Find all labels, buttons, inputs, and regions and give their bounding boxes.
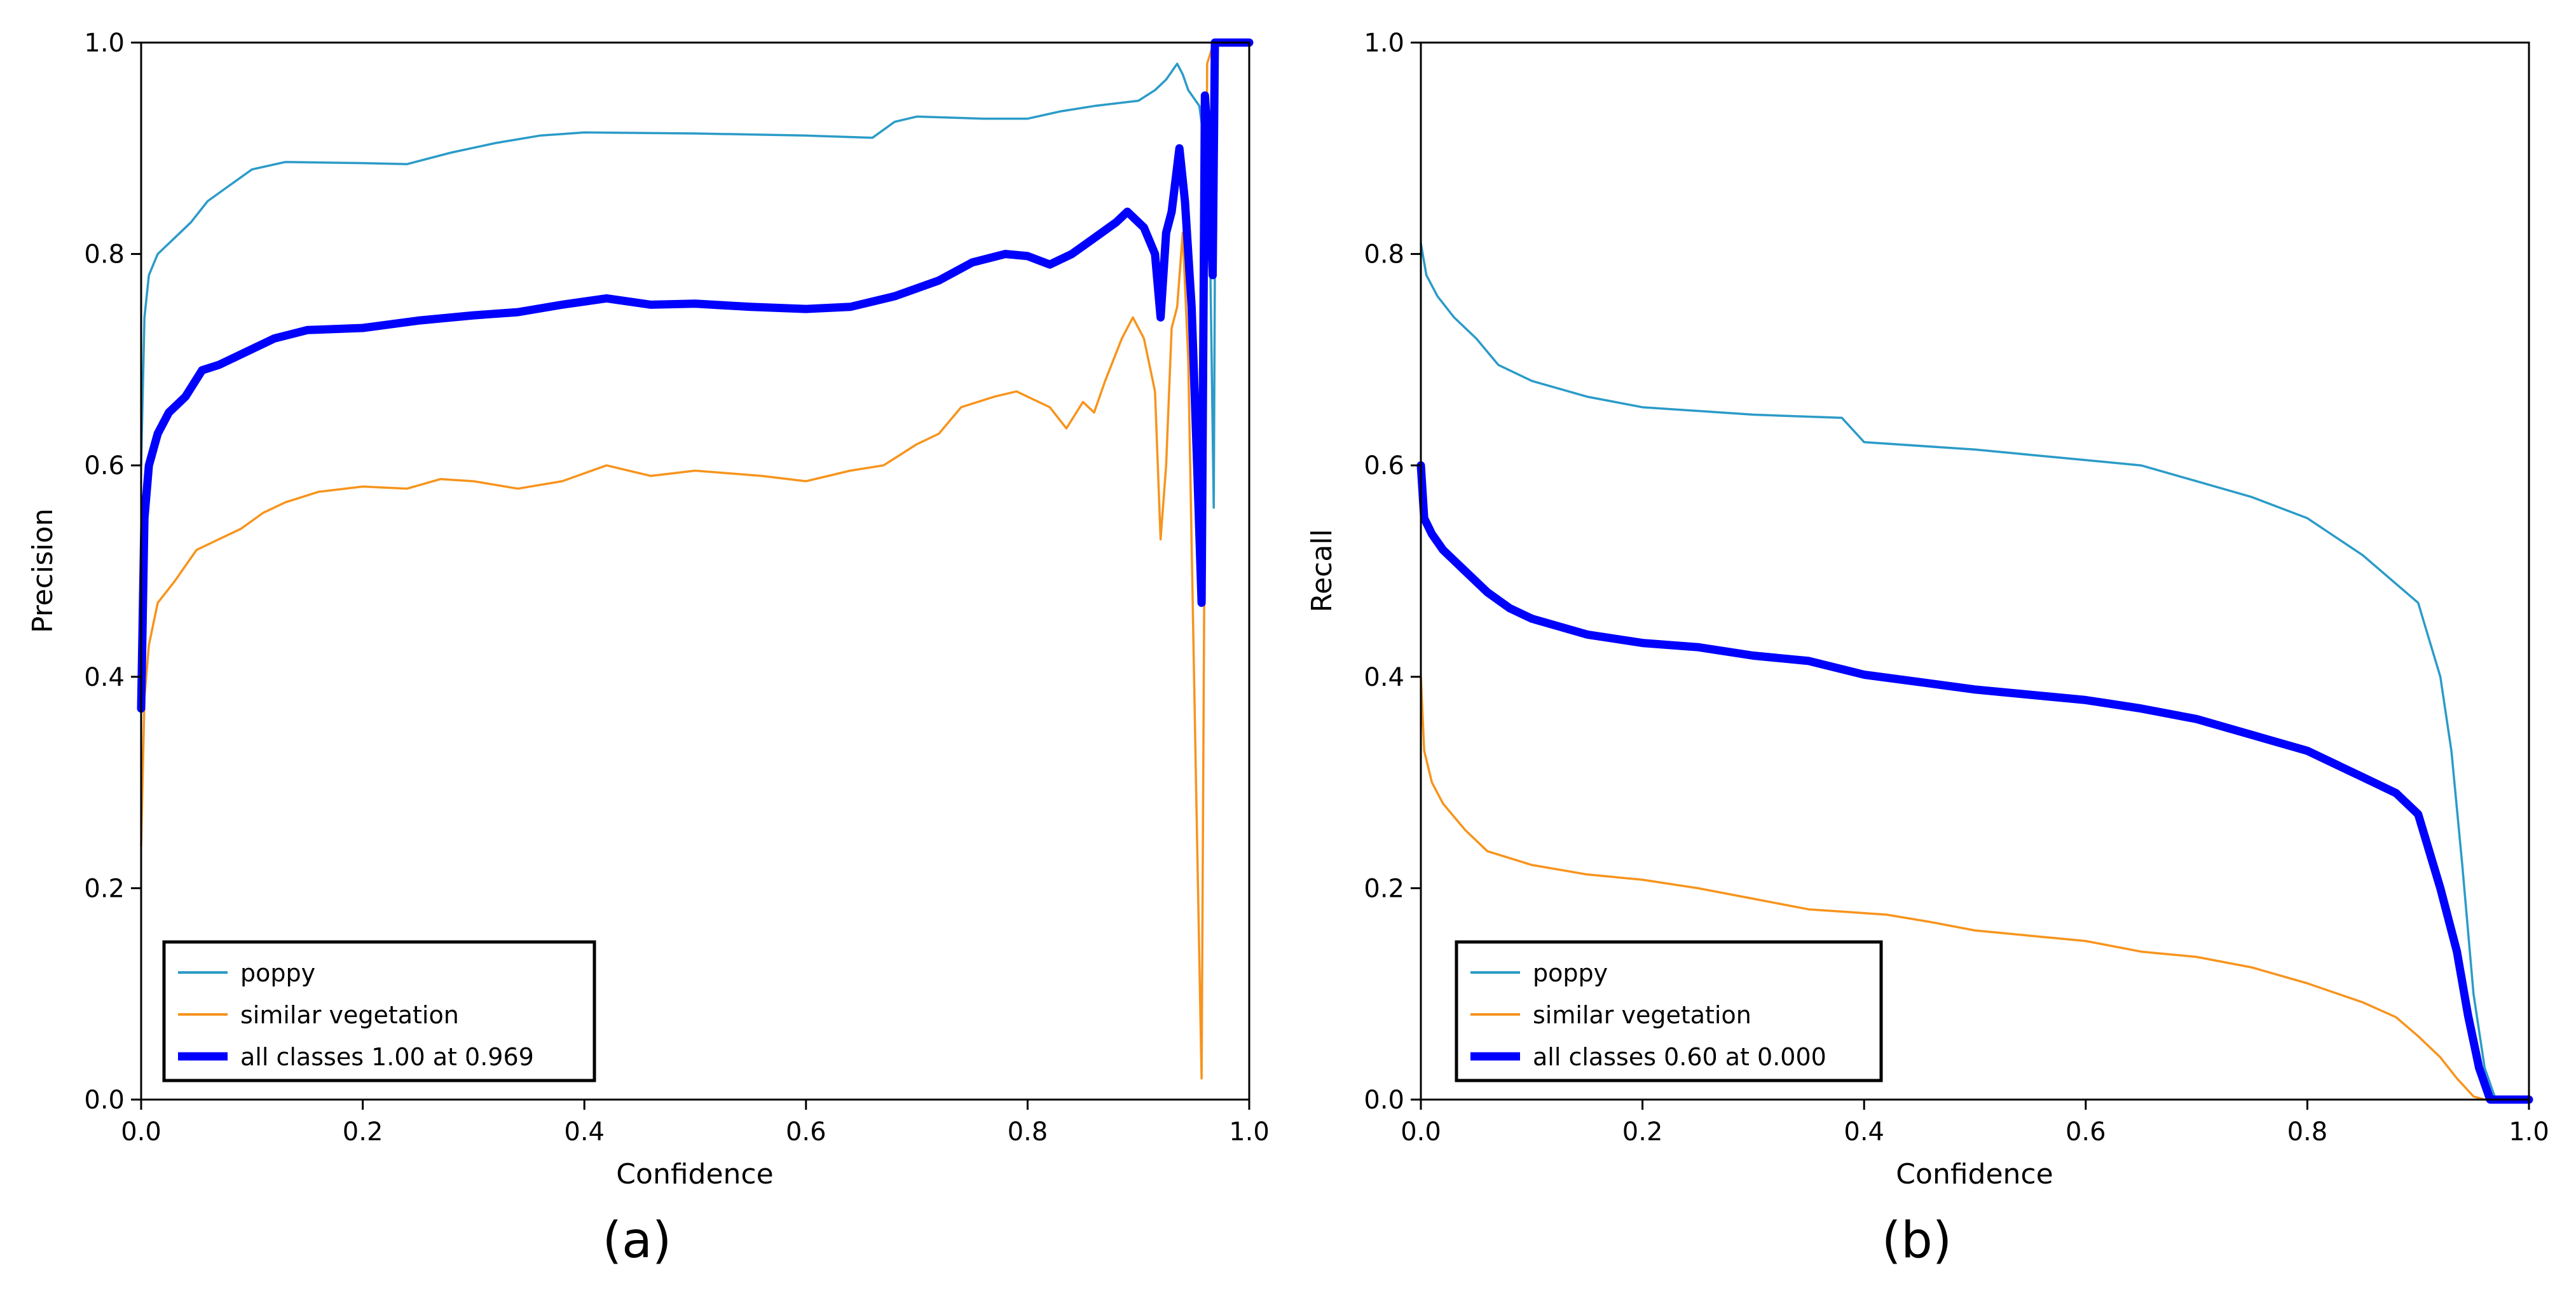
panel-b-series-line-all-classes bbox=[1416, 461, 2533, 1104]
panel-a-series-line-all-classes bbox=[137, 38, 1254, 713]
panel-a-x-tick-label: 0.0 bbox=[121, 1117, 161, 1147]
panel-b-x-tick-label: 0.8 bbox=[2287, 1117, 2328, 1147]
panel-b-series-line-poppy bbox=[1420, 242, 2530, 1101]
panel-a-y-tick-label: 0.4 bbox=[84, 663, 125, 692]
panel-b-x-tick-label: 0.0 bbox=[1401, 1117, 1441, 1147]
panel-a-x-ticks: 0.0 0.2 0.4 0.6 0.8 1.0 bbox=[121, 1100, 1270, 1147]
panel-a-y-tick-label: 1.0 bbox=[84, 29, 125, 58]
panel-b-x-tick-label: 0.4 bbox=[1844, 1117, 1884, 1147]
panel-b-label: (b) bbox=[1882, 1212, 1952, 1269]
panel-a-legend-label-all-classes: all classes 1.00 at 0.969 bbox=[240, 1043, 534, 1071]
panel-b-axes-frame bbox=[1420, 41, 2530, 1101]
panel-b-x-tick-label: 1.0 bbox=[2509, 1117, 2549, 1147]
panel-a-x-tick-label: 0.2 bbox=[343, 1117, 383, 1147]
panel-a-label: (a) bbox=[603, 1212, 672, 1269]
panel-a-series bbox=[137, 38, 1254, 1080]
panel-b-y-axis-label: Recall bbox=[1306, 529, 1338, 612]
panel-b-series bbox=[1416, 242, 2533, 1104]
panel-a-y-tick-label: 0.8 bbox=[84, 240, 125, 269]
panel-a-series-line-similar-vegetation bbox=[140, 41, 1250, 1080]
panel-a-y-tick-label: 0.0 bbox=[84, 1086, 125, 1115]
panel-b-x-axis-label: Confidence bbox=[1896, 1158, 2053, 1190]
panel-b-y-tick-label: 0.8 bbox=[1364, 240, 1404, 269]
panel-b-legend: poppy similar vegetation all classes 0.6… bbox=[1455, 940, 1883, 1082]
panel-a-legend-box bbox=[162, 940, 596, 1082]
panel-a-x-tick-label: 0.4 bbox=[564, 1117, 605, 1147]
panel-a-legend: poppy similar vegetation all classes 1.0… bbox=[162, 940, 596, 1082]
panel-a-y-tick-label: 0.2 bbox=[84, 874, 125, 903]
panel-b-y-tick-label: 0.6 bbox=[1364, 451, 1404, 481]
panel-a-x-tick-label: 1.0 bbox=[1229, 1117, 1270, 1147]
panel-b-y-tick-label: 0.4 bbox=[1364, 663, 1404, 692]
panel-a: 0.0 0.2 0.4 0.6 0.8 1.0 0.0 0.2 0.4 0.6 0.8 1.0 Co… bbox=[27, 29, 1270, 1269]
panel-b-legend-box bbox=[1455, 940, 1883, 1082]
panel-b-x-tick-label: 0.6 bbox=[2066, 1117, 2106, 1147]
panel-a-legend-label-poppy: poppy bbox=[240, 959, 315, 987]
panel-b-series-line-similar-vegetation bbox=[1420, 676, 2530, 1101]
panel-a-y-axis-label: Precision bbox=[27, 508, 59, 633]
panel-b: 0.0 0.2 0.4 0.6 0.8 1.0 0.0 0.2 0.4 0.6 0.8 1.0 Co… bbox=[1306, 29, 2549, 1269]
panel-a-x-tick-label: 0.8 bbox=[1008, 1117, 1048, 1147]
panel-b-x-tick-label: 0.2 bbox=[1622, 1117, 1663, 1147]
panel-b-y-ticks: 0.0 0.2 0.4 0.6 0.8 1.0 bbox=[1364, 29, 1421, 1115]
panel-b-y-tick-label: 0.2 bbox=[1364, 874, 1404, 903]
panel-a-series-line-poppy bbox=[140, 41, 1250, 509]
panel-b-legend-label-poppy: poppy bbox=[1533, 959, 1608, 987]
panel-a-legend-label-similar-vegetation: similar vegetation bbox=[240, 1001, 459, 1029]
panel-a-x-tick-label: 0.6 bbox=[786, 1117, 826, 1147]
panel-b-legend-label-all-classes: all classes 0.60 at 0.000 bbox=[1533, 1043, 1826, 1071]
panel-b-y-tick-label: 1.0 bbox=[1364, 29, 1404, 58]
panel-b-y-tick-label: 0.0 bbox=[1364, 1086, 1404, 1115]
panel-b-x-ticks: 0.0 0.2 0.4 0.6 0.8 1.0 bbox=[1401, 1100, 2549, 1147]
panel-a-x-axis-label: Confidence bbox=[616, 1158, 773, 1190]
panel-b-legend-label-similar-vegetation: similar vegetation bbox=[1533, 1001, 1751, 1029]
panel-a-axes-frame bbox=[140, 41, 1250, 1101]
panel-a-y-tick-label: 0.6 bbox=[84, 451, 125, 481]
panel-a-y-ticks: 0.0 0.2 0.4 0.6 0.8 1.0 bbox=[84, 29, 141, 1115]
